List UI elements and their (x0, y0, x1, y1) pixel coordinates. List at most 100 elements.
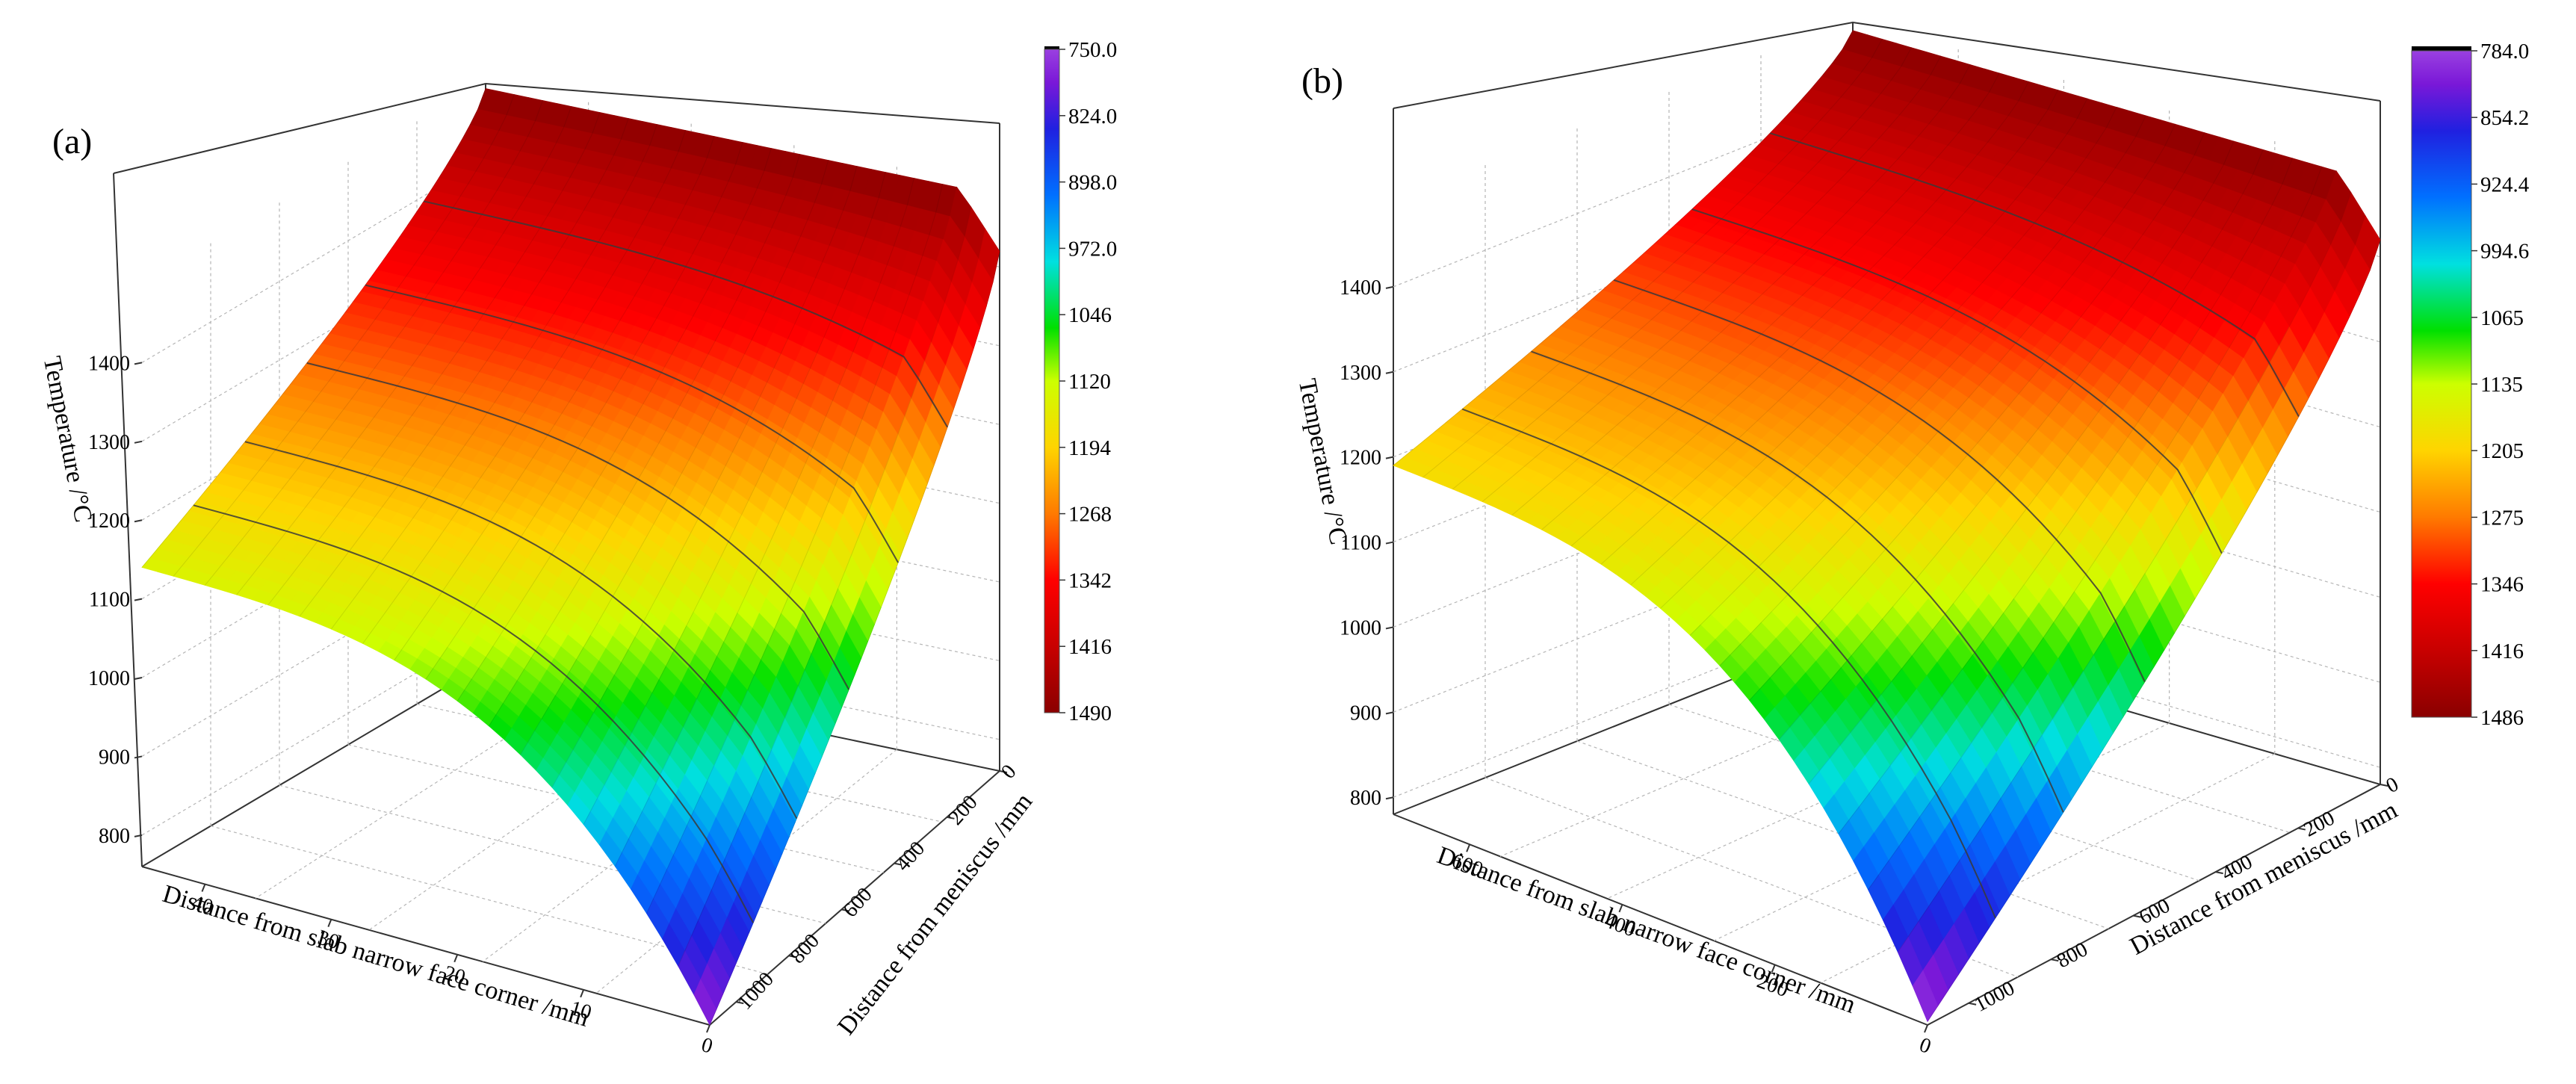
x-axis-label: Distance from slab narrow face corner /m… (160, 880, 592, 1032)
colorbar-label: 750.0 (1068, 38, 1117, 62)
x-tick-mark (580, 989, 585, 998)
colorbar-label: 1416 (2480, 639, 2524, 663)
y-tick-mark (2215, 871, 2223, 875)
y-tick-label: 1000 (1971, 976, 2019, 1017)
z-tick-label: 1400 (1340, 276, 1381, 300)
mesh-line (1897, 192, 2352, 953)
mesh-line (1452, 47, 1912, 490)
mesh-line (583, 172, 886, 825)
mesh-line (1630, 98, 2088, 586)
mesh-line (1422, 39, 1883, 478)
mesh-line (299, 118, 629, 617)
x-axis-label: Distance from slab narrow face corner /m… (1434, 841, 1860, 1019)
mesh-line (1749, 132, 2205, 701)
y-tick-label: 800 (2053, 938, 2092, 973)
grid-line (1499, 661, 1959, 857)
x-tick-label: 0 (699, 1033, 715, 1059)
z-tick-mark (134, 440, 143, 444)
z-tick-mark (134, 677, 143, 681)
surface-cell (1912, 970, 1939, 1023)
temperature-surface (141, 88, 1000, 1026)
colorbar: 750.0 824.0 898.0 972.0 1046 1120 1194 1268 1342… (1044, 38, 1117, 725)
mesh-line (236, 106, 572, 595)
z-tick-label: 800 (1350, 787, 1381, 810)
mesh-line (1808, 149, 2264, 784)
panel-label: (b) (1301, 61, 1343, 101)
colorbar-label: 1268 (1068, 503, 1112, 527)
colorbar-label: 1205 (2480, 439, 2524, 463)
mesh-line (646, 184, 944, 914)
z-tick-mark (1385, 541, 1394, 545)
mesh-line (1868, 166, 2323, 891)
y-tick-mark (2051, 958, 2059, 962)
mesh-line (1541, 72, 2000, 530)
contour-line (1770, 132, 2300, 417)
y-tick-mark (788, 955, 797, 958)
z-tick-label: 1300 (1340, 362, 1381, 385)
contour-line (1691, 208, 2223, 554)
colorbar: 784.0 854.2 924.4 994.6 1065 1135 1205 1275 1346… (2411, 40, 2530, 730)
mesh-line (1600, 90, 2058, 565)
contour-line (423, 200, 949, 428)
x-tick-mark (453, 954, 459, 963)
contour-line (306, 362, 850, 690)
contour-line (365, 284, 900, 563)
mesh-line (425, 142, 743, 680)
y-tick-label: 0 (997, 761, 1021, 784)
mesh-line (267, 112, 601, 606)
z-tick-label: 1300 (88, 431, 130, 454)
mesh-line (205, 100, 543, 586)
mesh-line (709, 251, 1000, 1026)
y-tick-label: 800 (786, 929, 824, 968)
mesh-line (141, 88, 486, 568)
x-tick-mark (1771, 964, 1776, 973)
mesh-line (1779, 140, 2235, 740)
mesh-line (1511, 64, 1971, 515)
z-tick-mark (1385, 371, 1394, 374)
grid-line (1393, 613, 2381, 798)
y-tick-label: 400 (891, 837, 929, 876)
y-tick-mark (999, 770, 1008, 773)
z-tick-label: 1100 (1340, 532, 1381, 555)
colorbar-label: 854.2 (2480, 106, 2529, 130)
colorbar-label: 1486 (2480, 706, 2524, 730)
z-tick-label: 1000 (88, 667, 130, 690)
z-axis-ticks: 800 900 1000 1100 1200 1300 1400 (1340, 276, 1394, 810)
y-tick-label: 600 (839, 883, 877, 922)
colorbar-label: 972.0 (1068, 237, 1117, 261)
contour-line (1461, 408, 1996, 919)
y-tick-mark (736, 1001, 744, 1005)
z-tick-mark (134, 519, 143, 523)
mesh-line (173, 94, 515, 577)
y-axis-label: Distance from meniscus /mm (2125, 796, 2402, 961)
x-tick-mark (1466, 843, 1471, 852)
mesh-line (394, 136, 715, 660)
colorbar-label: 1046 (1068, 303, 1112, 327)
mesh-line (1927, 239, 2381, 1022)
mesh-line (551, 166, 858, 788)
mesh-line (489, 154, 800, 727)
z-tick-label: 900 (1350, 701, 1381, 725)
colorbar-label: 824.0 (1068, 105, 1117, 128)
z-tick-mark (134, 834, 143, 837)
colorbar-label: 924.4 (2480, 173, 2530, 196)
colorbar-label: 1275 (2480, 506, 2524, 530)
y-tick-mark (1968, 1002, 1977, 1006)
z-tick-label: 1000 (1340, 616, 1381, 639)
y-tick-mark (2380, 784, 2388, 787)
y-tick-mark (2297, 827, 2306, 831)
y-tick-mark (841, 908, 849, 912)
x-tick-label: 0 (1916, 1033, 1934, 1059)
z-tick-mark (1385, 456, 1394, 459)
x-tick-mark (1924, 1024, 1928, 1033)
mesh-line (520, 160, 829, 755)
x-tick-mark (706, 1024, 710, 1033)
y-tick-label: 200 (944, 791, 982, 830)
z-tick-mark (134, 598, 143, 601)
colorbar-label: 1065 (2480, 306, 2524, 330)
grid-line (1393, 528, 2381, 713)
z-tick-mark (134, 755, 143, 759)
y-tick-mark (2133, 914, 2141, 918)
mesh-line (1660, 107, 2117, 609)
